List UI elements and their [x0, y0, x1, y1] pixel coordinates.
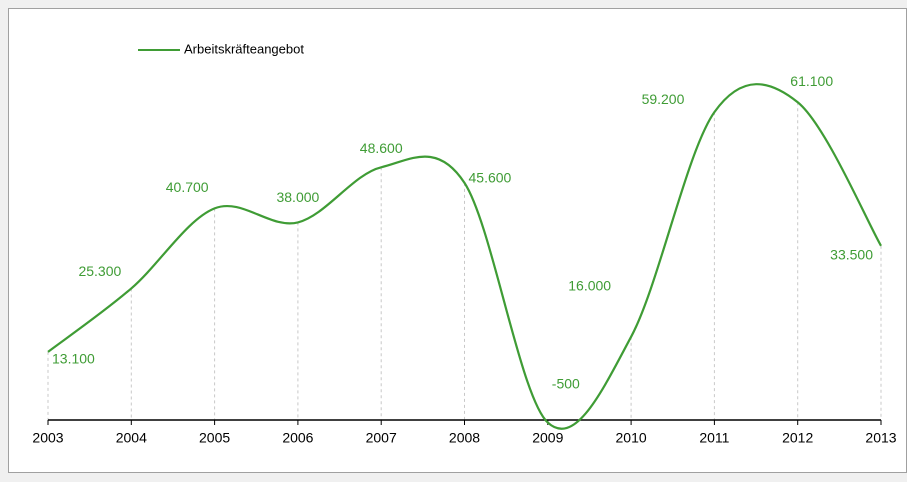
x-tick-label: 2010	[616, 430, 647, 446]
legend-label: Arbeitskräfteangebot	[184, 41, 304, 56]
data-label: 59.200	[642, 91, 685, 107]
data-label: 16.000	[568, 278, 611, 294]
x-tick-label: 2009	[532, 430, 563, 446]
chart-panel	[8, 8, 907, 473]
x-tick-label: 2011	[699, 430, 729, 446]
x-tick-label: 2005	[199, 430, 230, 446]
data-label: 25.300	[78, 263, 121, 279]
data-label: 48.600	[360, 140, 403, 156]
data-label: 33.500	[830, 247, 873, 263]
data-label: 38.000	[276, 189, 319, 205]
data-label: 13.100	[52, 351, 95, 367]
line	[47, 83, 882, 430]
data-label: 40.700	[166, 179, 209, 195]
data-label: 45.600	[469, 170, 512, 186]
x-tick-label: 2006	[282, 430, 313, 446]
x-tick-label: 2008	[449, 430, 480, 446]
x-tick-label: 2007	[366, 430, 397, 446]
data-label: -500	[552, 375, 580, 391]
x-tick-label: 2012	[782, 430, 813, 446]
data-label: 61.100	[790, 73, 833, 89]
x-tick-label: 2003	[32, 430, 63, 446]
x-tick-label: 2013	[865, 430, 896, 446]
x-tick-label: 2004	[116, 430, 147, 446]
